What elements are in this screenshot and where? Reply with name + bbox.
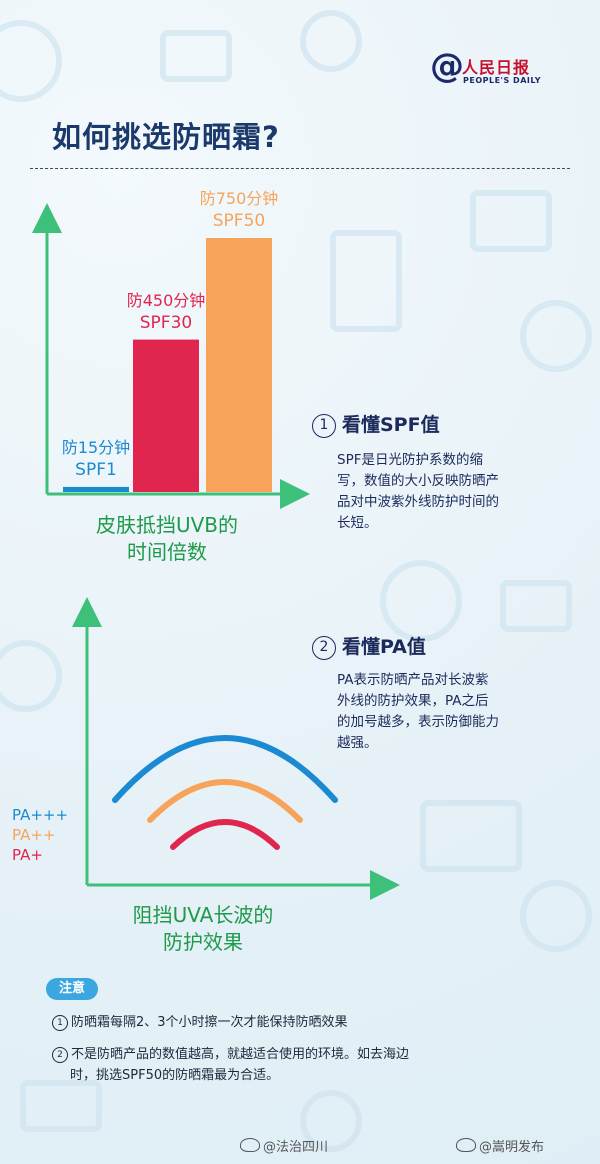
page-title: 如何挑选防晒霜? bbox=[52, 120, 280, 154]
pa-arc bbox=[170, 819, 280, 850]
pa-heading-text: 看懂PA值 bbox=[342, 636, 426, 658]
spf-description-line: 写，数值的大小反映防晒产 bbox=[337, 473, 499, 489]
number-badge: 2 bbox=[312, 636, 336, 660]
note-text: 防晒霜每隔2、3个小时擦一次才能保持防晒效果 bbox=[71, 1015, 348, 1030]
number-badge: 1 bbox=[312, 414, 336, 438]
pa-description-line: 的加号越多，表示防御能力 bbox=[337, 714, 499, 730]
spf-bar-label-spf: SPF30 bbox=[139, 312, 193, 333]
background-decoration bbox=[20, 1080, 102, 1132]
logo-english: PEOPLE'S DAILY bbox=[463, 76, 542, 85]
watermark: @嵩明发布 bbox=[456, 1136, 544, 1155]
background-decoration bbox=[380, 560, 462, 642]
note-item: 2 不是防晒产品的数值越高，就越适合使用的环境。如去海边 bbox=[52, 1044, 409, 1065]
watermark-text: @嵩明发布 bbox=[479, 1140, 545, 1155]
spf-bar bbox=[133, 339, 199, 492]
watermark: @法治四川 bbox=[240, 1136, 328, 1155]
pa-axis-caption: 阻挡UVA长波的 防护效果 bbox=[98, 902, 308, 956]
background-decoration bbox=[300, 10, 362, 72]
background-decoration bbox=[520, 300, 592, 372]
spf-description: SPF是日光防护系数的缩 写，数值的大小反映防晒产 品对中波紫外线防护时间的 长… bbox=[337, 450, 499, 534]
pa-axis-caption-line: 阻挡UVA长波的 bbox=[132, 903, 274, 927]
spf-bar bbox=[63, 486, 129, 492]
spf-description-line: 品对中波紫外线防护时间的 bbox=[337, 494, 499, 510]
background-decoration bbox=[500, 580, 572, 632]
pa-label-1plus: PA+ bbox=[12, 846, 43, 864]
spf-bar-label-duration: 防15分钟 bbox=[61, 437, 131, 457]
pa-description-line: PA表示防晒产品对长波紫 bbox=[337, 672, 489, 688]
pa-label-2plus: PA++ bbox=[12, 826, 56, 844]
watermark-text: @法治四川 bbox=[263, 1140, 329, 1155]
spf-description-line: 长短。 bbox=[337, 515, 378, 531]
spf-bar-label: 防15分钟 SPF1 bbox=[43, 437, 149, 481]
peoples-daily-logo: @ 人民日报 PEOPLE'S DAILY bbox=[430, 46, 570, 92]
note-text: 不是防晒产品的数值越高，就越适合使用的环境。如去海边 bbox=[71, 1047, 410, 1062]
pa-description: PA表示防晒产品对长波紫 外线的防护效果，PA之后 的加号越多，表示防御能力 越… bbox=[337, 670, 499, 754]
spf-bar-label: 防450分钟 SPF30 bbox=[113, 290, 219, 334]
pa-description-line: 越强。 bbox=[337, 735, 378, 751]
note-item-continued: 时，挑选SPF50的防晒霜最为合适。 bbox=[70, 1068, 280, 1083]
spf-section-heading: 1 看懂SPF值 bbox=[312, 410, 440, 438]
pa-description-line: 外线的防护效果，PA之后 bbox=[337, 693, 489, 709]
background-decoration bbox=[520, 880, 592, 952]
background-decoration bbox=[0, 20, 62, 102]
spf-bar-label-spf: SPF1 bbox=[75, 459, 117, 480]
spf-axis-caption: 皮肤抵挡UVB的 时间倍数 bbox=[62, 512, 272, 566]
spf-bar bbox=[206, 238, 272, 492]
note-number: 1 bbox=[52, 1015, 68, 1031]
spf-bar-label-duration: 防450分钟 bbox=[126, 290, 206, 310]
logo-name: 人民日报 bbox=[462, 58, 531, 77]
pa-label-3plus: PA+++ bbox=[12, 806, 69, 824]
pa-arc-diagram bbox=[72, 597, 400, 900]
spf-bar-label-duration: 防750分钟 bbox=[199, 189, 279, 208]
note-number: 2 bbox=[52, 1047, 68, 1063]
spf-bar-chart bbox=[32, 203, 310, 509]
weibo-icon bbox=[240, 1138, 260, 1152]
background-decoration bbox=[330, 230, 402, 332]
pa-axis-caption-line: 防护效果 bbox=[163, 930, 243, 954]
background-decoration bbox=[420, 800, 522, 872]
background-decoration bbox=[160, 30, 232, 82]
spf-bar-label-spf: SPF50 bbox=[212, 211, 266, 231]
pa-section-heading: 2 看懂PA值 bbox=[312, 632, 426, 660]
pa-arc bbox=[112, 735, 338, 803]
background-decoration bbox=[300, 1090, 362, 1152]
title-divider bbox=[30, 168, 570, 169]
spf-description-line: SPF是日光防护系数的缩 bbox=[337, 452, 483, 468]
spf-axis-caption-line: 时间倍数 bbox=[127, 540, 207, 564]
logo-at-symbol: @ bbox=[430, 46, 464, 86]
spf-heading-text: 看懂SPF值 bbox=[342, 414, 440, 436]
background-decoration bbox=[470, 190, 552, 252]
background-decoration bbox=[0, 640, 62, 712]
spf-bar-label: 防750分钟 SPF50 bbox=[186, 188, 292, 232]
note-item: 1 防晒霜每隔2、3个小时擦一次才能保持防晒效果 bbox=[52, 1012, 348, 1033]
pa-arc bbox=[147, 779, 303, 823]
weibo-icon bbox=[456, 1138, 476, 1152]
note-tag: 注意 bbox=[46, 978, 98, 1000]
spf-axis-caption-line: 皮肤抵挡UVB的 bbox=[95, 513, 239, 537]
